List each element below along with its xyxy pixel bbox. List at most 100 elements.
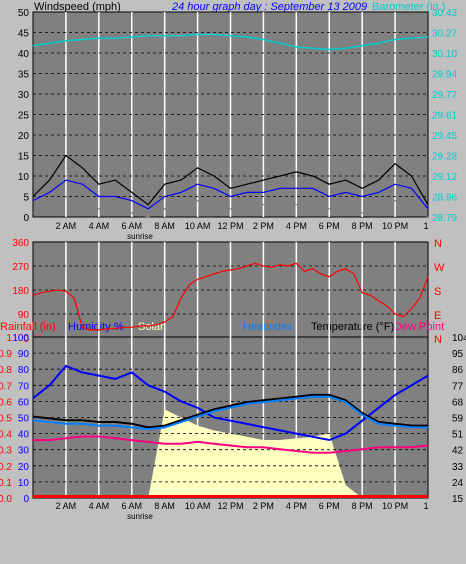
- direction-series-line: [32, 262, 429, 331]
- rain-tick-label: 0.8: [0, 365, 12, 376]
- x-tick-label: 2 PM: [253, 501, 274, 511]
- wind-tick-label: 20: [18, 131, 30, 142]
- barometer-tick-label: 29.45: [432, 131, 457, 142]
- humidity-tick-label: 50: [18, 414, 30, 425]
- rain-tick-label: 0.9: [0, 349, 12, 360]
- temperature-tick-label: 24: [452, 478, 464, 489]
- x-tick-label: 4 PM: [286, 221, 307, 231]
- temp-series-line-1: [32, 393, 428, 429]
- compass-label: S: [434, 286, 441, 298]
- rain-tick-label: 0.1: [0, 478, 12, 489]
- x-tick-label: 10 PM: [382, 501, 408, 511]
- x-tick-label: 10 AM: [185, 221, 211, 231]
- x-tick-label: 6 PM: [319, 221, 340, 231]
- barometer-tick-label: 29.94: [432, 70, 457, 81]
- wind-series-line-0: [32, 33, 429, 51]
- x-tick-label: 4 AM: [89, 221, 110, 231]
- rainfall-bar: [33, 495, 428, 498]
- humidity-tick-label: 20: [18, 462, 30, 473]
- wind-series-line-2: [32, 179, 429, 210]
- temperature-tick-label: 59: [452, 414, 464, 425]
- wind-series-line-1: [32, 154, 429, 206]
- wind-tick-label: 40: [18, 49, 30, 60]
- x-tick-label: 10 PM: [382, 221, 408, 231]
- x-tick-label: 2 AM: [56, 221, 77, 231]
- humidity-tick-label: 30: [18, 446, 30, 457]
- rain-tick-label: 0.3: [0, 446, 12, 457]
- wind-tick-label: 30: [18, 90, 30, 101]
- rain-tick-label: 0.2: [0, 462, 12, 473]
- x-tick-label: 2 AM: [56, 501, 77, 511]
- barometer-tick-label: 30.43: [432, 8, 457, 19]
- humidity-tick-label: 80: [18, 365, 30, 376]
- barometer-tick-label: 28.96: [432, 193, 457, 204]
- humidity-tick-label: 100: [12, 333, 29, 344]
- wind-tick-label: 50: [18, 8, 30, 19]
- wind-tick-label: 10: [18, 172, 30, 183]
- humidity-tick-label: 90: [18, 349, 30, 360]
- legend-rainfall: Rainfall (in): [0, 321, 56, 333]
- x-tick-label: 6 PM: [319, 501, 340, 511]
- temperature-tick-label: 86: [452, 365, 464, 376]
- temperature-tick-label: 33: [452, 462, 464, 473]
- x-tick-label: 10 AM: [185, 501, 211, 511]
- temperature-tick-label: 95: [452, 349, 464, 360]
- rain-tick-label: 0.4: [0, 430, 12, 441]
- x-tick-label: 2 PM: [253, 221, 274, 231]
- humidity-tick-label: 40: [18, 430, 30, 441]
- wind-series-line-3: [32, 195, 429, 218]
- rain-tick-label: 0.5: [0, 414, 12, 425]
- wind-tick-label: 5: [23, 193, 29, 204]
- barometer-axis-title: Barometer (in.): [372, 1, 445, 13]
- solar-area: [33, 409, 428, 498]
- wind-tick-label: 15: [18, 152, 30, 163]
- temperature-tick-label: 51: [452, 430, 464, 441]
- x-tick-label: 12 PM: [217, 501, 243, 511]
- temperature-tick-label: 68: [452, 397, 464, 408]
- rain-tick-label: 1: [6, 333, 12, 344]
- legend-dewpoint: Dew Point: [394, 321, 444, 333]
- x-tick-label: 8 PM: [352, 501, 373, 511]
- barometer-tick-label: 29.77: [432, 90, 457, 101]
- x-tick-label: 8 PM: [352, 221, 373, 231]
- temperature-tick-label: 77: [452, 381, 464, 392]
- temperature-tick-label: 15: [452, 494, 464, 505]
- x-tick-label: 1: [423, 501, 428, 511]
- x-tick-label: 8 AM: [154, 221, 175, 231]
- chart-title: 24 hour graph day : September 13 2009: [171, 1, 367, 13]
- barometer-tick-label: 28.79: [432, 213, 457, 224]
- compass-label: N: [434, 334, 442, 346]
- wind-tick-label: 35: [18, 70, 30, 81]
- barometer-tick-label: 30.10: [432, 49, 457, 60]
- direction-tick-label: 360: [12, 238, 29, 249]
- barometer-tick-label: 30.27: [432, 29, 457, 40]
- sunrise-label: sunrise: [127, 232, 153, 241]
- temp-series-line-3: [32, 395, 428, 431]
- legend-temperature: Temperature (°F): [311, 321, 394, 333]
- x-tick-label: 4 PM: [286, 501, 307, 511]
- windspeed-axis-title: Windspeed (mph): [34, 1, 121, 13]
- x-tick-label: 1: [423, 221, 428, 231]
- rain-tick-label: 0.6: [0, 397, 12, 408]
- direction-tick-label: 270: [12, 262, 29, 273]
- rain-tick-label: 0.0: [0, 494, 12, 505]
- sunrise-label: sunrise: [127, 512, 153, 521]
- wind-tick-label: 25: [18, 111, 30, 122]
- legend-humidity: Humidity %: [68, 321, 124, 333]
- temp-series-line-2: [33, 435, 429, 454]
- humidity-tick-label: 10: [18, 478, 30, 489]
- temperature-tick-label: 42: [452, 446, 464, 457]
- humidity-tick-label: 60: [18, 397, 30, 408]
- humidity-tick-label: 0: [23, 494, 29, 505]
- direction-tick-label: 90: [18, 310, 30, 321]
- barometer-tick-label: 29.28: [432, 152, 457, 163]
- humidity-tick-label: 70: [18, 381, 30, 392]
- barometer-tick-label: 29.61: [432, 111, 457, 122]
- wind-tick-label: 45: [18, 29, 30, 40]
- compass-label: E: [434, 310, 441, 322]
- x-tick-label: 6 AM: [121, 221, 142, 231]
- temperature-tick-label: 104: [452, 333, 466, 344]
- legend-heatindex: Heatindex: [243, 321, 293, 333]
- wind-tick-label: 0: [23, 213, 29, 224]
- compass-label: N: [434, 238, 442, 250]
